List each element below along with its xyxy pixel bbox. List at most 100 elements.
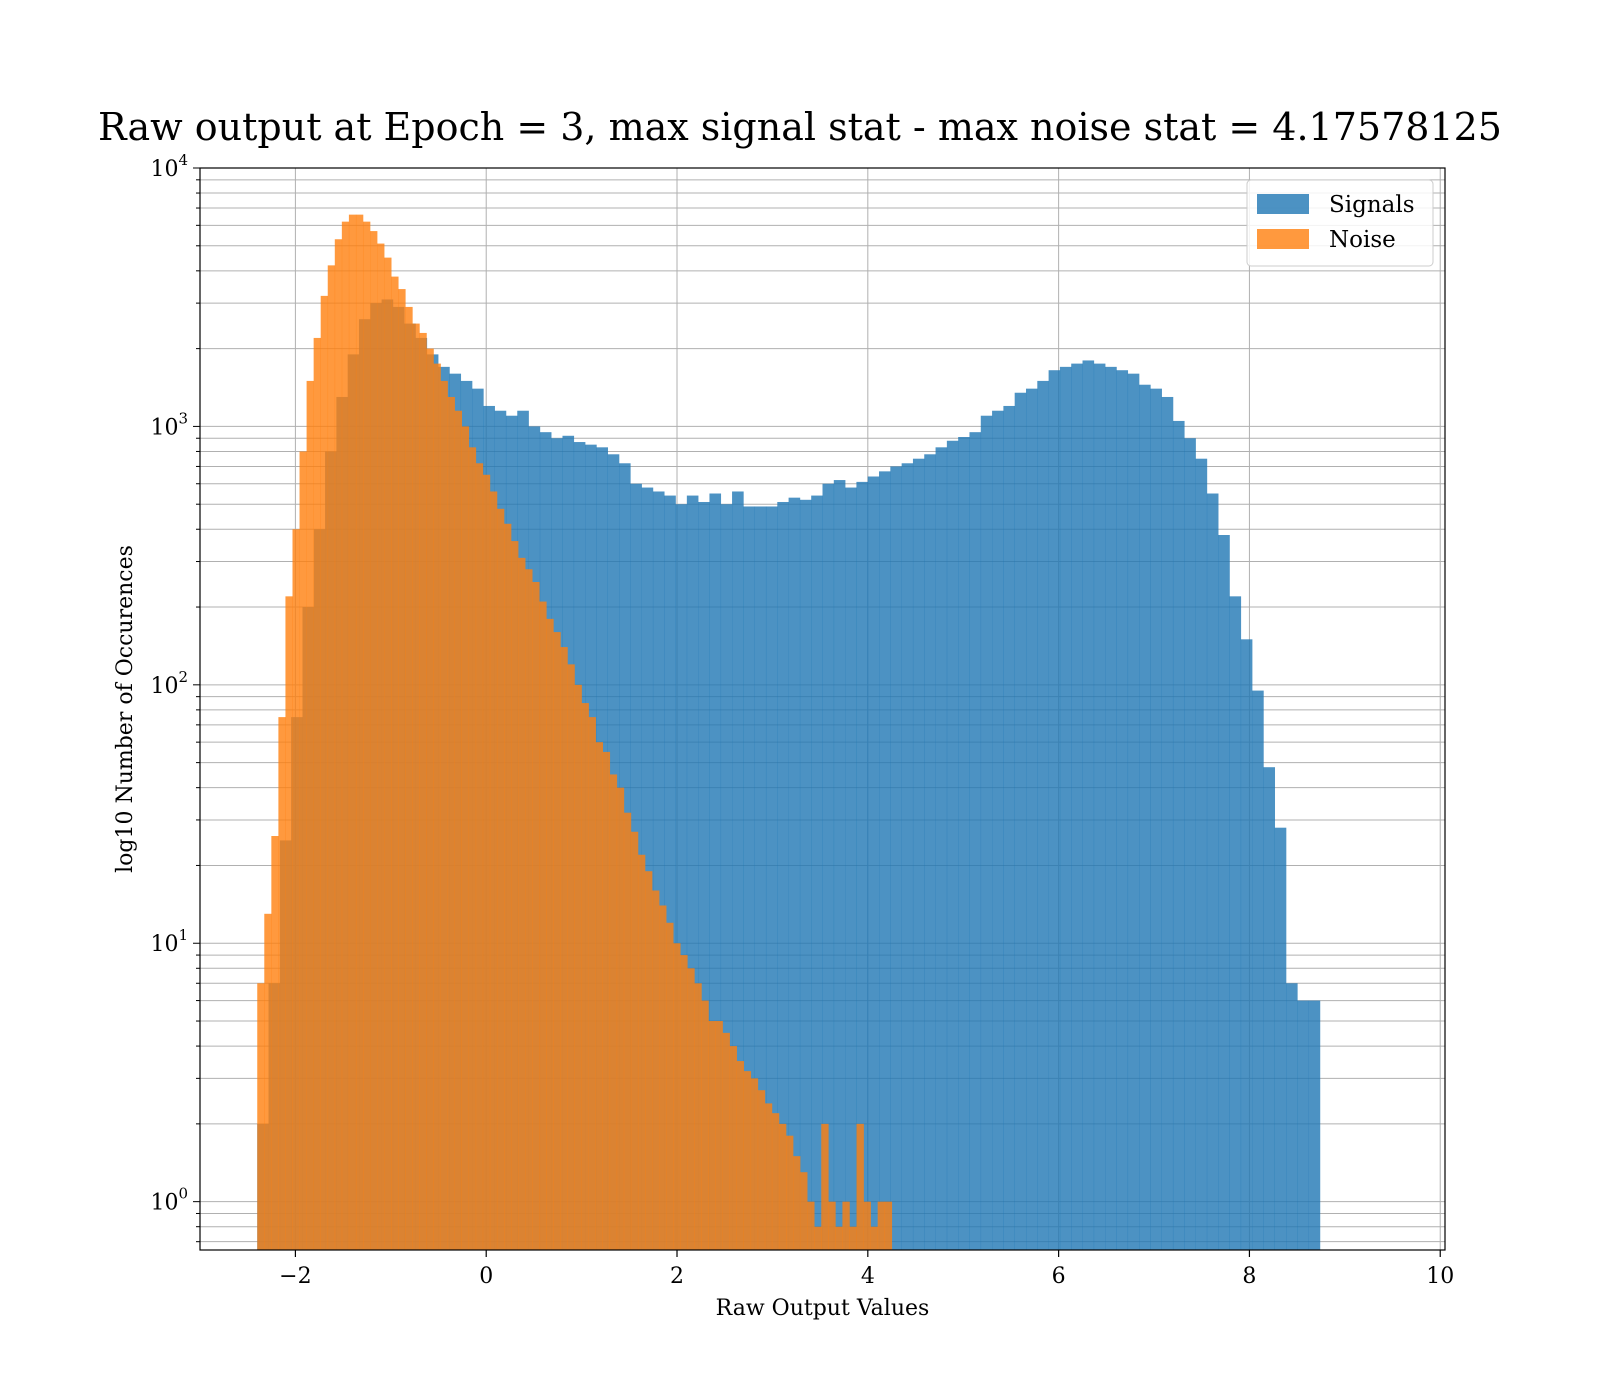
signals-bar (969, 432, 982, 1250)
noise-bar (560, 647, 568, 1250)
signals-bar (686, 495, 699, 1250)
signals-bar (664, 495, 676, 1250)
signals-bar (1059, 366, 1072, 1250)
noise-bar (384, 257, 392, 1250)
noise-bar (863, 1201, 871, 1250)
noise-bar (412, 323, 420, 1251)
signals-bar (1297, 1000, 1309, 1250)
signals-bar (1252, 690, 1264, 1250)
signals-bar (856, 481, 869, 1251)
noise-bar (313, 337, 321, 1251)
signals-bar (698, 501, 710, 1250)
signals-bar (1161, 396, 1174, 1250)
noise-bar (306, 380, 314, 1251)
x-tick-label: 6 (1052, 1264, 1066, 1289)
legend-swatch-signals (1257, 194, 1309, 214)
y-tick-label: 102 (150, 668, 188, 699)
axis-ticks: −2 0 2 4 6 8 10 100 101 102 103 104 (150, 151, 1454, 1289)
noise-bar (496, 508, 505, 1250)
signals-bar (765, 506, 778, 1251)
signals-bar (641, 487, 654, 1250)
histogram-bars (257, 214, 1321, 1251)
noise-bar (518, 557, 526, 1250)
signals-bar (912, 458, 925, 1250)
noise-bar (673, 943, 681, 1250)
signals-bar (822, 483, 835, 1250)
y-axis-title: log10 Number of Occurences (113, 545, 138, 873)
signals-bar (1025, 388, 1038, 1250)
noise-bar (581, 703, 589, 1250)
signals-bar (709, 493, 722, 1250)
noise-bar (362, 221, 371, 1250)
signals-bar (1195, 458, 1208, 1250)
x-tick-label: 4 (861, 1264, 875, 1289)
noise-bar (299, 451, 307, 1250)
signals-bar (890, 466, 902, 1250)
noise-bar (877, 1201, 886, 1250)
noise-bar (482, 474, 491, 1251)
signals-bar (1105, 366, 1117, 1250)
noise-bar (567, 664, 575, 1250)
signals-bar (845, 487, 857, 1250)
signals-bar (777, 501, 789, 1250)
noise-bar (285, 596, 293, 1250)
noise-bar (694, 983, 702, 1250)
signals-bar (720, 504, 733, 1250)
signals-bar (1218, 535, 1230, 1250)
signals-bar (732, 491, 744, 1250)
y-tick-label: 104 (150, 151, 188, 182)
noise-bar (532, 581, 540, 1250)
signals-bar (754, 506, 767, 1251)
noise-bar (715, 1021, 723, 1250)
noise-bar (278, 717, 286, 1250)
noise-bar (630, 831, 639, 1250)
x-tick-label: 10 (1426, 1264, 1454, 1289)
noise-bar (835, 1226, 843, 1250)
legend-label-noise: Noise (1329, 227, 1396, 253)
legend-swatch-noise (1257, 229, 1309, 249)
signals-bar (1286, 983, 1298, 1250)
noise-bar (729, 1046, 737, 1250)
noise-bar (405, 306, 413, 1250)
signals-bar (1014, 392, 1027, 1251)
noise-bar (623, 812, 632, 1250)
noise-bar (468, 447, 477, 1250)
noise-bar (348, 214, 357, 1250)
signals-bar (958, 436, 970, 1251)
noise-bar (511, 541, 519, 1250)
signals-bar (1082, 360, 1095, 1250)
noise-bar (722, 1032, 730, 1250)
noise-bar (842, 1201, 850, 1250)
signals-bar (743, 506, 755, 1251)
signals-bar (799, 499, 812, 1251)
signals-bar (833, 480, 846, 1250)
noise-bar (546, 618, 554, 1250)
noise-bar (539, 601, 547, 1250)
signals-bar (1150, 388, 1162, 1250)
noise-bar (701, 1000, 709, 1250)
signals-bar (1003, 405, 1015, 1251)
legend-label-signals: Signals (1329, 192, 1415, 218)
signals-bar (992, 410, 1004, 1251)
signals-bar (1184, 438, 1196, 1250)
noise-bar (856, 1123, 864, 1250)
signals-bar (1139, 384, 1151, 1251)
noise-bar (334, 239, 343, 1250)
noise-bar (687, 968, 695, 1250)
signals-bar (935, 447, 948, 1250)
legend: Signals Noise (1246, 179, 1434, 267)
signals-bar (924, 454, 936, 1250)
noise-bar (440, 380, 448, 1251)
noise-bar (377, 243, 385, 1250)
signals-bar (1206, 493, 1219, 1250)
noise-bar (750, 1078, 759, 1250)
signals-bar (675, 504, 688, 1250)
noise-bar (821, 1123, 829, 1250)
noise-bar (680, 955, 688, 1250)
signals-bar (811, 495, 823, 1250)
noise-bar (433, 363, 441, 1250)
noise-bar (503, 523, 512, 1250)
noise-bar (525, 569, 533, 1250)
signals-bar (1240, 639, 1253, 1250)
signals-bar (788, 497, 801, 1250)
